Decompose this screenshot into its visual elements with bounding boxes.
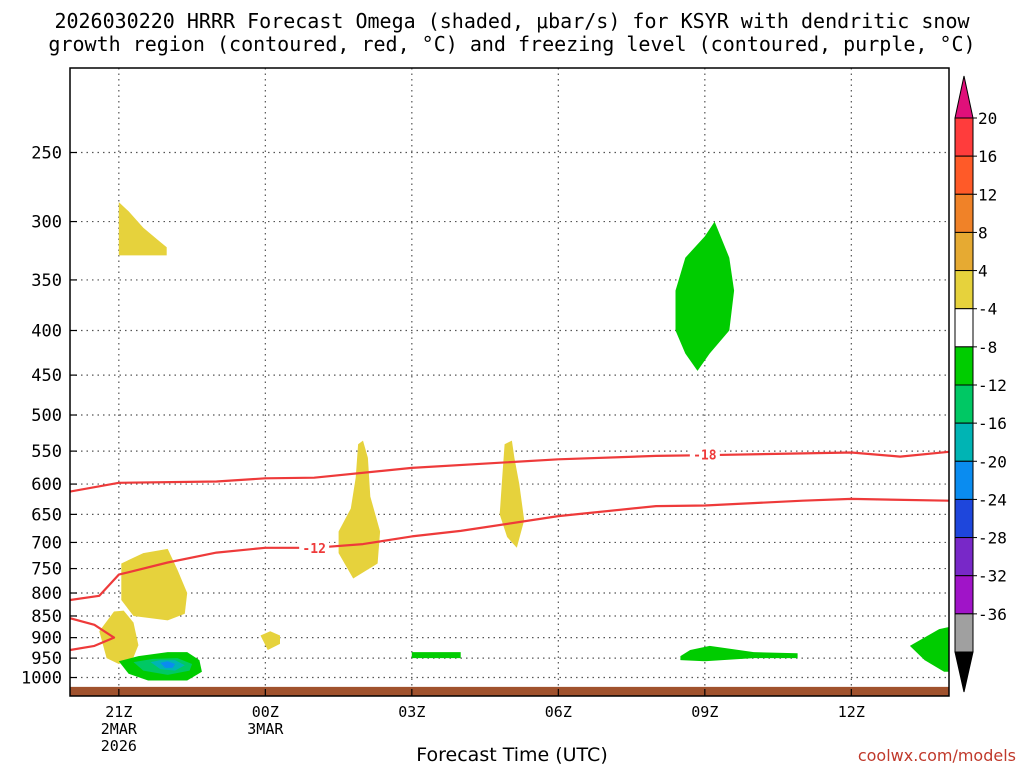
colorbar-bin [954,422,974,462]
omega-shading [99,202,949,681]
grid [70,68,949,696]
omega-region [160,661,175,668]
colorbar-bin [954,537,974,577]
y-tick-label: 750 [31,560,62,580]
y-tick-label: 250 [31,144,62,164]
colorbar-bin [954,193,974,233]
colorbar-bin [954,155,974,195]
x-tick-label: 09Z [691,703,718,721]
y-tick-label: 900 [31,629,62,649]
colorbar-label: 12 [978,185,997,204]
x-axis-label: Forecast Time (UTC) [416,744,608,766]
x-tick-label: 12Z [838,703,865,721]
contour-label: -18 [693,449,717,464]
y-tick-label: 850 [31,607,62,627]
colorbar-label: -12 [978,376,1007,395]
y-tick-label: 450 [31,366,62,386]
contour-label-bg [299,538,330,556]
y-tick-label: 300 [31,213,62,233]
y-tick-label: 1000 [21,669,62,689]
ground-layer [70,686,949,696]
chart-title-line-2: growth region (contoured, red, °C) and f… [48,32,976,56]
plot-background [70,68,949,696]
colorbar-bin [954,231,974,272]
colorbar-bin [954,384,974,424]
y-tick-label: 950 [31,649,62,669]
y-tick-label: 700 [31,533,62,553]
y-tick-label: 500 [31,406,62,426]
colorbar-label: -28 [978,529,1007,548]
x-tick-label: 21Z [105,703,132,721]
plot-frame [69,67,950,697]
colorbar: 20 16 12 8 4 -4 -8 -12 -16 -20 -24 -28 -32 -36 [954,75,1007,693]
x-tick-label: 2MAR [101,720,138,738]
contour-line [70,617,116,652]
omega-region [680,645,798,662]
ground-strip [70,686,949,696]
omega-region [411,652,461,659]
omega-region [909,627,949,672]
colorbar-label: -16 [978,414,1007,433]
colorbar-bin [954,117,974,157]
x-tick-label: 2026 [101,737,137,755]
colorbar-bin [954,308,974,348]
colorbar-label: -24 [978,490,1007,509]
omega-region [118,202,167,256]
x-tick-label: 00Z [252,703,279,721]
credit-link[interactable]: coolwx.com/models [857,746,1016,765]
colorbar-label: -8 [978,338,997,357]
contour-line [70,497,949,602]
x-tick-label: 06Z [545,703,572,721]
omega-region [499,440,525,548]
colorbar-bin [954,346,974,386]
colorbar-label: -20 [978,452,1007,471]
colorbar-label: -4 [978,300,997,319]
colorbar-label: 16 [978,147,997,166]
y-tick-label: 650 [31,505,62,525]
colorbar-top-arrow [954,75,974,119]
colorbar-bin [954,270,974,310]
colorbar-bin [954,460,974,500]
y-tick-label: 800 [31,584,62,604]
contour-label-bg [689,445,720,463]
colorbar-bin [954,498,974,539]
omega-region [675,221,735,371]
y-tick-label: 350 [31,271,62,291]
chart-title-line-1: 2026030220 HRRR Forecast Omega (shaded, … [54,9,970,33]
colorbar-label: 20 [978,109,997,128]
colorbar-bin [954,575,974,615]
omega-region [260,631,280,650]
contour-label: -12 [302,542,325,557]
x-tick-label: 3MAR [247,720,284,738]
colorbar-label: -36 [978,605,1007,624]
y-axis: 2503003504004505005506006507007508008509… [21,144,77,689]
y-tick-label: 550 [31,442,62,462]
colorbar-label: 4 [978,262,988,281]
omega-region [99,610,139,664]
colorbar-bottom-arrow [954,651,974,693]
contour-line [70,450,949,493]
x-tick-label: 03Z [398,703,425,721]
temperature-contours: -18 -12 [70,445,949,652]
y-tick-label: 400 [31,322,62,342]
omega-region [121,548,188,621]
y-tick-label: 600 [31,475,62,495]
colorbar-bin [954,613,974,653]
colorbar-label: 8 [978,223,988,242]
colorbar-label: -32 [978,567,1007,586]
